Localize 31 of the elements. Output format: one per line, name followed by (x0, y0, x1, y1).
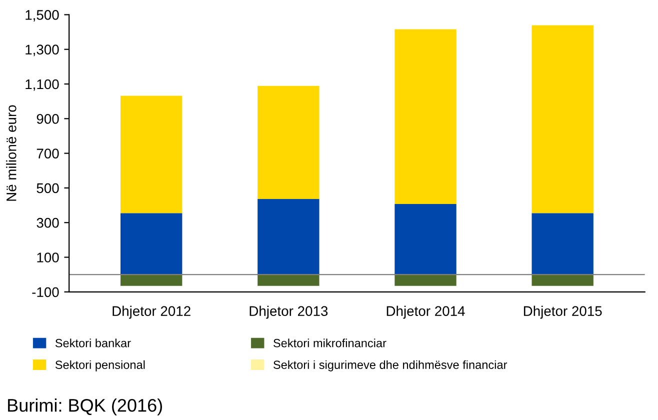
text: Burimi: BQK (2016) (8, 398, 162, 416)
legend-label: Sektori i sigurimeve dhe ndihmësve financiar (274, 360, 508, 372)
y-tick-label: 1,500 (26, 10, 59, 22)
bar (532, 25, 594, 214)
legend-label: Sektori bankar (55, 338, 131, 348)
y-tick-label: -100 (32, 287, 59, 298)
y-tick-label: 500 (36, 183, 59, 194)
bar (120, 213, 182, 275)
x-tick-label: Dhjetor 2013 (250, 306, 328, 319)
x-tick-label: Dhjetor 2014 (386, 306, 465, 319)
y-tick-label: 300 (36, 218, 59, 228)
y-tick-label: 1,100 (26, 79, 59, 91)
y-axis-title: Në milionë euro (6, 105, 16, 201)
legend-label: Sektori pensional (55, 360, 145, 372)
bar (120, 96, 182, 214)
bar (258, 86, 320, 200)
bar (258, 274, 320, 286)
y-tick-label: 100 (37, 252, 59, 262)
bar (394, 274, 456, 286)
bar (532, 274, 594, 286)
bar (394, 29, 456, 204)
y-tick-label: 700 (36, 148, 59, 158)
y-tick-label: 1,300 (26, 44, 59, 56)
x-tick-label: Dhjetor 2015 (524, 306, 602, 319)
y-tick-label: 900 (36, 114, 59, 124)
bar (394, 204, 456, 275)
bar (120, 274, 182, 286)
legend-label: Sektori mikrofinanciar (274, 338, 386, 348)
bar (258, 199, 320, 275)
bar (532, 213, 594, 275)
x-tick-label: Dhjetor 2012 (112, 306, 190, 319)
